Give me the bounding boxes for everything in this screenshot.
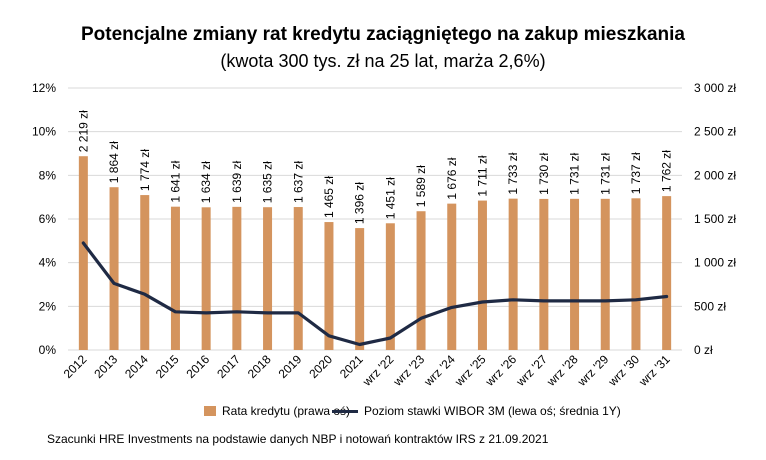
chart-subtitle: (kwota 300 tys. zł na 25 lat, marża 2,6%… (220, 51, 546, 71)
left-axis-tick-label: 6% (39, 212, 57, 226)
bar (355, 228, 365, 350)
legend-item-line: Poziom stawki WIBOR 3M (lewa oś; średnia… (332, 404, 621, 418)
wibor-line (81, 241, 669, 347)
bar-value-label: 1 774 zł (138, 149, 152, 191)
category-label: 2014 (122, 352, 151, 381)
legend-swatch-bar (204, 406, 216, 416)
legend-label-line: Poziom stawki WIBOR 3M (lewa oś; średnia… (364, 404, 621, 418)
bar-value-label: 1 634 zł (199, 161, 213, 203)
category-label: wrz '28 (543, 352, 580, 389)
right-axis-tick-label: 3 000 zł (694, 81, 736, 95)
bar (140, 195, 150, 350)
category-label: wrz '31 (636, 352, 673, 389)
right-axis-tick-label: 0 zł (694, 343, 713, 357)
left-axis-tick-label: 2% (39, 299, 57, 313)
bar-value-label: 2 219 zł (76, 110, 90, 152)
bar (232, 206, 242, 350)
right-axis-tick-label: 1 000 zł (694, 256, 736, 270)
bar (570, 198, 580, 350)
bar-value-label: 1 641 zł (168, 160, 182, 202)
right-axis-tick-label: 2 000 zł (694, 168, 736, 182)
bar-value-label: 1 731 zł (568, 152, 582, 194)
source-note: Szacunki HRE Investments na podstawie da… (47, 432, 549, 446)
category-label: wrz '25 (451, 352, 488, 389)
bar (631, 198, 641, 350)
bar-value-label: 1 731 zł (598, 152, 612, 194)
category-label: 2013 (91, 352, 120, 381)
bar-value-label: 1 676 zł (445, 157, 459, 199)
right-axis-tick-label: 500 zł (694, 299, 726, 313)
bar (416, 211, 426, 350)
category-label: 2016 (183, 352, 212, 381)
category-label: wrz '23 (390, 352, 427, 389)
bar-value-label: 1 451 zł (383, 177, 397, 219)
category-label: wrz '26 (482, 352, 519, 389)
bar-value-label: 1 637 zł (291, 161, 305, 203)
right-axis-tick-label: 1 500 zł (694, 212, 736, 226)
legend: Rata kredytu (prawa oś) Poziom stawki WI… (0, 404, 766, 420)
bar-value-label: 1 635 zł (261, 161, 275, 203)
bar (477, 200, 487, 350)
left-axis-tick-label: 10% (32, 125, 56, 139)
left-axis-tick-label: 4% (39, 256, 57, 270)
left-axis-tick-label: 8% (39, 168, 57, 182)
category-label: 2012 (61, 352, 90, 381)
bar-value-label: 1 762 zł (660, 150, 674, 192)
legend-label-bars: Rata kredytu (prawa oś) (222, 404, 351, 418)
right-axis-tick-label: 2 500 zł (694, 125, 736, 139)
left-axis-tick-label: 12% (32, 81, 56, 95)
bar-value-label: 1 589 zł (414, 165, 428, 207)
bar (78, 156, 88, 350)
bar (170, 206, 180, 350)
category-label: wrz '24 (421, 352, 458, 389)
chart-title: Potencjalne zmiany rat kredytu zaciągnię… (81, 24, 685, 45)
category-label: 2015 (153, 352, 182, 381)
bar-value-label: 1 711 zł (475, 155, 489, 196)
bar-value-label: 1 733 zł (506, 152, 520, 194)
category-label: wrz '29 (574, 352, 611, 389)
category-label: 2017 (214, 352, 243, 381)
category-label: 2018 (245, 352, 274, 381)
bar (662, 196, 672, 350)
bar (293, 207, 303, 350)
bar (324, 222, 334, 350)
bar (263, 207, 273, 350)
bar-value-label: 1 465 zł (322, 176, 336, 218)
category-label: wrz '27 (513, 352, 550, 389)
bar-value-label: 1 864 zł (107, 141, 121, 183)
bar-value-label: 1 737 zł (629, 152, 643, 194)
left-axis-tick-label: 0% (39, 343, 57, 357)
bar (201, 207, 211, 350)
bar-value-label: 1 639 zł (230, 160, 244, 202)
bar (600, 198, 610, 350)
bar (109, 187, 119, 350)
bar (539, 198, 549, 350)
category-label: 2019 (276, 352, 305, 381)
category-label: wrz '30 (605, 352, 642, 389)
legend-swatch-line (332, 409, 358, 413)
category-label: 2020 (306, 352, 335, 381)
bar (508, 198, 518, 350)
bar (385, 223, 395, 350)
legend-item-bars: Rata kredytu (prawa oś) (204, 404, 350, 418)
bar (447, 203, 457, 350)
bar-value-label: 1 396 zł (353, 182, 367, 224)
bar-value-label: 1 730 zł (537, 153, 551, 195)
category-label: wrz '22 (359, 352, 396, 389)
